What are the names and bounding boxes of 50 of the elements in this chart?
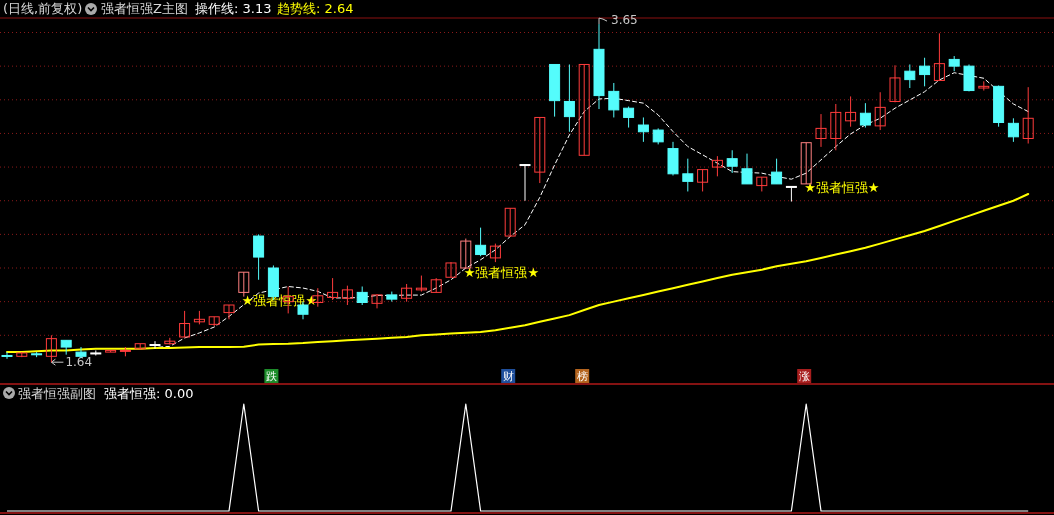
candlestick — [504, 207, 516, 238]
candlestick — [682, 158, 694, 192]
candlestick — [785, 185, 797, 203]
chart-subtitle: 强者恒强Z主图 — [101, 1, 188, 16]
candlestick — [341, 285, 353, 306]
candlestick — [578, 63, 590, 156]
candlestick — [1022, 86, 1034, 145]
candlestick — [519, 164, 531, 202]
chart-title: 强者恒强副图 — [18, 386, 96, 401]
annotation: 3.65 — [611, 13, 638, 28]
candlestick — [327, 277, 339, 301]
candlestick — [475, 227, 487, 257]
text: 强者恒强: 0.00 — [104, 386, 194, 401]
candlestick — [874, 91, 886, 131]
candlestick — [741, 153, 753, 185]
candlestick — [889, 64, 901, 103]
candlestick — [356, 286, 368, 306]
candlestick — [223, 304, 235, 320]
candlestick — [371, 293, 383, 309]
candlestick — [623, 106, 635, 129]
candlestick — [711, 155, 723, 177]
candlestick — [179, 310, 191, 338]
candlestick — [430, 277, 442, 293]
chart-title: (日线,前复权) — [3, 1, 83, 16]
candlestick — [489, 243, 501, 263]
candlestick — [1, 351, 13, 360]
annotation: ★强者恒强★ — [804, 180, 880, 196]
candlestick — [608, 82, 620, 118]
candlestick — [771, 158, 783, 185]
candlestick — [75, 346, 87, 359]
candlestick — [933, 32, 945, 81]
candlestick — [563, 63, 575, 133]
candlestick — [253, 233, 265, 281]
candlestick — [845, 95, 857, 128]
candlestick — [919, 57, 931, 87]
candlestick — [726, 149, 738, 174]
candlestick — [697, 169, 709, 192]
candlestick — [637, 116, 649, 143]
text: 操作线: 3.13 — [195, 1, 272, 16]
text: 趋势线: 2.64 — [277, 1, 354, 16]
candlestick — [445, 261, 457, 278]
candlestick — [45, 334, 57, 363]
candlestick — [859, 102, 871, 129]
candlestick — [830, 103, 842, 151]
candlestick — [904, 63, 916, 89]
annotation: 1.64 — [65, 355, 93, 370]
candlestick — [1007, 117, 1019, 143]
candlestick — [534, 116, 546, 184]
annotation: ★强者恒强★ — [463, 265, 540, 281]
candlestick — [815, 113, 827, 148]
